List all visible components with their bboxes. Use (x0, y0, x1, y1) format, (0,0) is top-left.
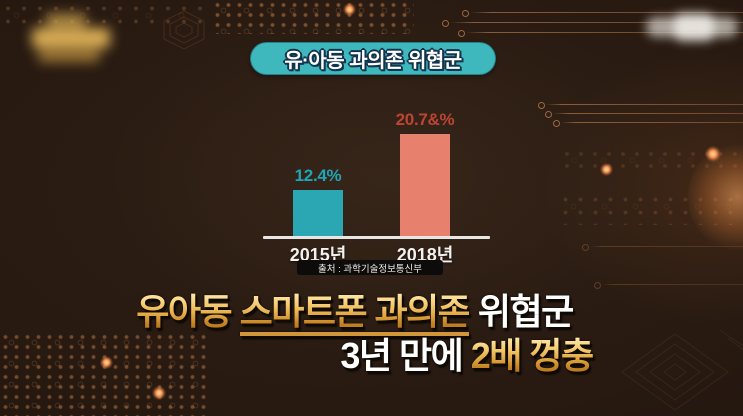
circuit-line (462, 9, 743, 17)
glow-dot (600, 163, 613, 176)
circuit-line (582, 243, 743, 251)
hexagon-pattern (163, 10, 205, 50)
circuit-line (442, 19, 743, 27)
glow-dot (100, 356, 113, 369)
headline-white-text: 3년 만에 (340, 335, 471, 376)
headline-gold-underlined-text: 스마트폰 과의존 (239, 291, 471, 336)
chart-title: 유·아동 과의존 위협군 (284, 50, 462, 72)
source-caption: 출처 : 과학기술정보통신부 (297, 260, 443, 275)
dot-grid-pattern (0, 332, 206, 416)
dot-grid-pattern (0, 2, 210, 32)
chart-bar (400, 134, 450, 238)
chart-title-badge: 유·아동 과의존 위협군 (250, 42, 496, 75)
source-caption-text: 출처 : 과학기술정보통신부 (317, 263, 423, 275)
headline-gold-text: 유아동 (136, 291, 240, 332)
circuit-line (594, 281, 743, 289)
glow-dot (152, 386, 166, 400)
circuit-line (538, 101, 743, 109)
circuit-line (545, 110, 743, 118)
x-axis-line (263, 236, 490, 239)
headline-gold-text: 2배 껑충 (470, 335, 594, 376)
headline-line-2: 3년 만에 2배 껑충 (190, 327, 743, 379)
headline-white-text: 위협군 (469, 291, 574, 332)
dot-grid-pattern (212, 0, 414, 34)
headline-line-1: 유아동 스마트폰 과의존 위협군 (0, 283, 743, 336)
glow-dot (343, 3, 356, 16)
bar-value-label: 20.7&% (395, 110, 455, 129)
bar-value-label: 12.4% (294, 166, 342, 185)
circuit-line (458, 29, 743, 37)
circuit-line (553, 119, 743, 127)
program-logo (28, 12, 116, 66)
broadcaster-logo (646, 13, 738, 41)
chart-bar (293, 190, 343, 238)
hexagon-pattern (621, 329, 743, 411)
